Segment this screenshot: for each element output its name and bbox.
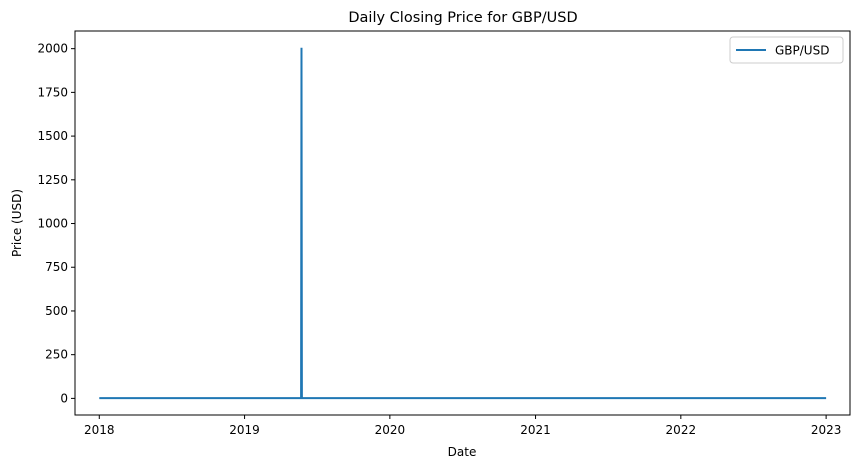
y-tick-label: 250 [45,348,68,362]
legend: GBP/USD [729,36,844,64]
x-axis: 2018 2019 2020 2021 2022 2023 [84,415,841,437]
plot-frame [74,30,851,416]
legend-label: GBP/USD [775,44,829,58]
y-tick-label: 500 [45,304,68,318]
x-tick-label: 2023 [811,423,842,437]
series-layer [99,47,827,400]
x-tick-label: 2019 [229,423,260,437]
y-tick-label: 1250 [37,173,68,187]
y-tick-label: 750 [45,260,68,274]
x-axis-title: Date [448,445,477,459]
chart-title: Daily Closing Price for GBP/USD [348,10,577,26]
y-tick-label: 0 [60,391,68,405]
y-tick-label: 1750 [37,85,68,99]
x-tick-label: 2018 [84,423,115,437]
y-axis-title: Price (USD) [10,189,24,257]
y-tick-label: 2000 [37,42,68,56]
y-tick-label: 1000 [37,217,68,231]
x-tick-label: 2022 [666,423,697,437]
plot-area [74,30,851,416]
x-tick-label: 2020 [375,423,406,437]
series-line-gbp-usd [99,47,827,400]
y-tick-label: 1500 [37,129,68,143]
legend-box [729,36,844,64]
x-tick-label: 2021 [520,423,551,437]
y-axis: 0 250 500 750 1000 1250 1500 1750 2000 [37,42,75,405]
